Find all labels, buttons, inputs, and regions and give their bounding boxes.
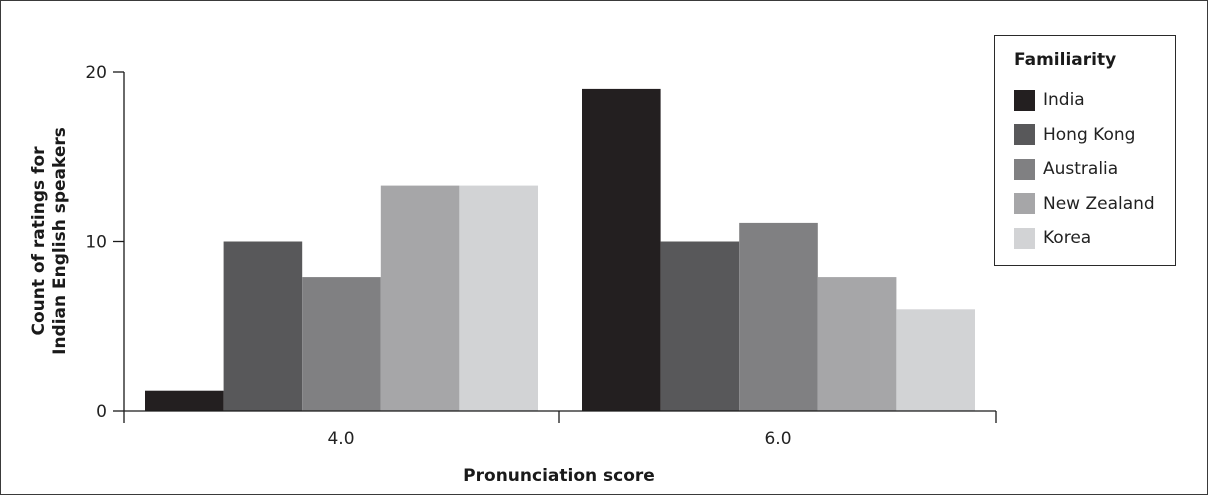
- legend-swatch-australia: [1014, 158, 1035, 180]
- x-axis-title: Pronunciation score: [463, 466, 655, 486]
- legend-swatch-india: [1014, 89, 1035, 111]
- legend-label-new-zealand: New Zealand: [1043, 193, 1155, 214]
- y-tick-label-10: 10: [85, 233, 107, 253]
- bar-new-zealand-6-0: [817, 277, 897, 411]
- x-tick-label-4-0: 4.0: [327, 429, 354, 449]
- bars-group: [145, 88, 975, 412]
- bar-india-6-0: [582, 88, 661, 412]
- bar-india-4-0: [145, 390, 224, 411]
- legend-label-hong-kong: Hong Kong: [1043, 124, 1136, 145]
- y-tick-label-20: 20: [85, 63, 107, 83]
- legend-swatch-new-zealand: [1014, 193, 1035, 214]
- bar-korea-6-0: [896, 309, 975, 411]
- bar-new-zealand-4-0: [380, 185, 460, 411]
- legend-item-hong-kong: Hong Kong: [1014, 123, 1135, 147]
- y-axis-title-line-1: Count of ratings for: [29, 146, 49, 336]
- bar-korea-4-0: [459, 185, 538, 411]
- legend-swatch-hong-kong: [1014, 124, 1035, 145]
- bar-australia-4-0: [302, 277, 381, 411]
- legend-item-new-zealand: New Zealand: [1014, 192, 1155, 216]
- legend-item-korea: Korea: [1014, 226, 1091, 250]
- legend-item-india: India: [1014, 88, 1085, 112]
- legend-item-australia: Australia: [1014, 157, 1118, 181]
- legend-swatch-korea: [1014, 227, 1035, 249]
- y-axis-title: Count of ratings for Indian English spea…: [29, 127, 70, 355]
- y-axis-title-line-2: Indian English speakers: [50, 127, 70, 355]
- y-ticks-group: 0 10 20: [85, 63, 124, 422]
- legend-label-india: India: [1043, 90, 1085, 110]
- bar-hong-kong-4-0: [223, 241, 303, 411]
- legend-title: Familiarity: [1014, 50, 1117, 70]
- x-ticks-group: 4.0 6.0: [123, 411, 997, 449]
- y-tick-label-0: 0: [96, 402, 107, 422]
- legend-label-korea: Korea: [1043, 228, 1092, 248]
- bar-australia-6-0: [739, 222, 818, 411]
- legend-label-australia: Australia: [1043, 159, 1119, 179]
- x-tick-label-6-0: 6.0: [764, 429, 791, 449]
- legend: Familiarity India Hong Kong Australia New Z…: [994, 35, 1176, 266]
- bar-hong-kong-6-0: [660, 241, 740, 411]
